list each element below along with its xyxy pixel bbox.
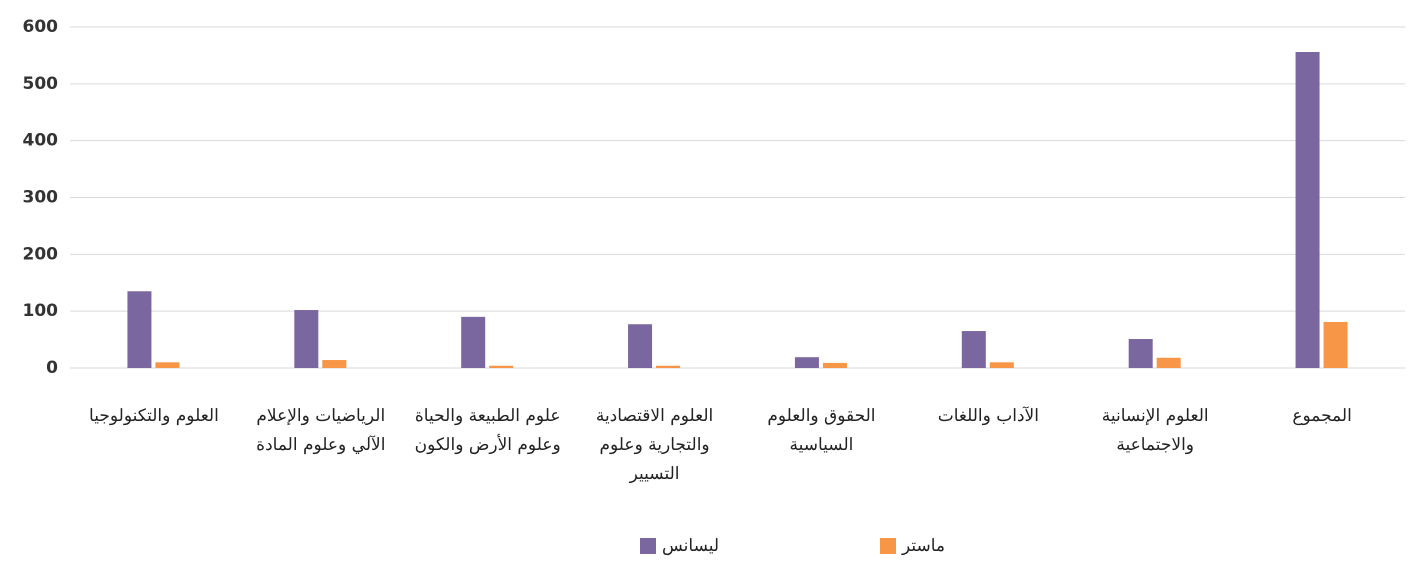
bar (489, 365, 514, 368)
y-tick-label: 200 (23, 244, 59, 264)
x-tick-label: العلوم الإنسانية والاجتماعية (1101, 406, 1209, 455)
x-tick-label: علوم الطبيعة والحياة وعلوم الأرض والكون (414, 406, 561, 455)
x-tick-label: العلوم والتكنولوجيا (89, 406, 219, 426)
legend-label: ماستر (902, 536, 946, 556)
legend-swatch (640, 538, 656, 554)
x-tick-label: الحقوق والعلوم السياسية (767, 406, 876, 455)
bar (461, 316, 486, 368)
y-tick-label: 400 (23, 131, 59, 151)
bar (794, 357, 819, 368)
y-tick-label: 500 (23, 74, 59, 94)
bar (961, 331, 986, 368)
bar (628, 324, 653, 368)
y-tick-label: 300 (23, 188, 59, 208)
y-tick-label: 100 (23, 301, 59, 321)
bar (1156, 357, 1181, 368)
legend-item: ماستر (880, 536, 945, 556)
y-tick-label: 0 (46, 358, 58, 378)
y-tick-label: 600 (23, 17, 59, 37)
bar (155, 362, 180, 368)
legend-swatch (880, 538, 896, 554)
legend-item: ليسانس (640, 536, 719, 556)
bar (1128, 339, 1153, 368)
bar (656, 365, 681, 368)
legend-label: ليسانس (662, 536, 720, 556)
x-tick-label: الرياضيات والإعلام الآلي وعلوم المادة (256, 406, 386, 455)
bar (1323, 321, 1348, 368)
x-tick-label: العلوم الاقتصادية والتجارية وعلوم التسيي… (595, 406, 714, 484)
bar (322, 360, 347, 368)
x-tick-label: الآداب واللغات (937, 406, 1039, 426)
bar (127, 291, 152, 368)
bar (294, 310, 319, 368)
bar (989, 362, 1014, 368)
bar (822, 362, 847, 368)
bar (1295, 52, 1320, 369)
x-tick-label: المجموع (1292, 406, 1352, 426)
